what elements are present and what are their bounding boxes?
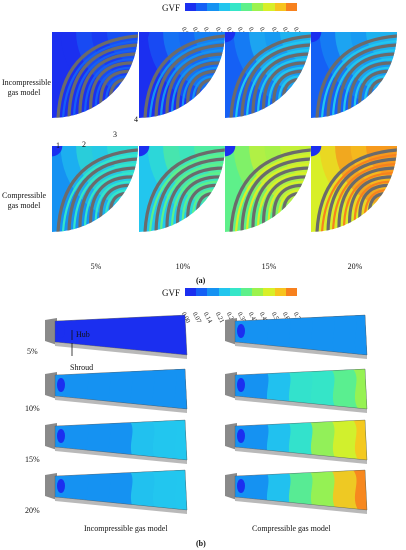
blade-number-4: 4	[134, 115, 138, 124]
caption-a: (a)	[196, 276, 206, 285]
colorbar-segment	[263, 3, 276, 11]
meridional-contour	[45, 314, 188, 359]
colorbar-segment	[241, 288, 253, 296]
percent-label-5: 5%	[90, 262, 102, 271]
legend-b-title: GVF	[162, 288, 181, 298]
legend-b-colorbar	[185, 288, 298, 296]
impeller-contour	[52, 32, 138, 118]
legend-a-colorbar	[185, 3, 298, 11]
colorbar-segment	[263, 288, 276, 296]
colorbar-segment	[218, 288, 231, 296]
colorbar-segment	[229, 3, 242, 11]
impeller-contour-grid	[52, 32, 397, 232]
colorbar-segment	[185, 288, 197, 296]
colorbar-segment	[218, 3, 231, 11]
row-b-label-15: 15%	[25, 455, 40, 464]
blade-number-1: 1	[56, 141, 60, 150]
percent-label-15: 15%	[261, 262, 277, 271]
meridional-contour	[225, 419, 368, 464]
hub-label: Hub	[76, 330, 90, 339]
blade-number-3: 3	[113, 130, 117, 139]
column-label-compressible: Compressible gas model	[252, 524, 331, 533]
meridional-contour	[45, 469, 188, 514]
percent-label-10: 10%	[175, 262, 191, 271]
meridional-contour	[225, 368, 368, 413]
column-label-incompressible: Incompressible gas model	[84, 524, 168, 533]
meridional-contour	[225, 469, 368, 514]
meridional-contour	[225, 314, 368, 359]
colorbar-segment	[185, 3, 197, 11]
row-b-label-10: 10%	[25, 404, 40, 413]
impeller-contour	[139, 146, 225, 232]
caption-b: (b)	[196, 539, 206, 548]
row-b-label-5: 5%	[27, 347, 38, 356]
colorbar-segment	[196, 288, 208, 296]
colorbar-segment	[274, 3, 287, 11]
colorbar-segment	[229, 288, 242, 296]
colorbar-segment	[196, 3, 208, 11]
colorbar-segment	[207, 3, 220, 11]
row-label-incompressible: Incompressible gas model	[2, 78, 51, 97]
impeller-contour	[311, 146, 397, 232]
percent-label-20: 20%	[347, 262, 363, 271]
impeller-contour	[225, 146, 311, 232]
row-label-compressible: Compressible gas model	[2, 191, 46, 210]
colorbar-segment	[241, 3, 253, 11]
row-b-label-20: 20%	[25, 506, 40, 515]
colorbar-segment	[252, 288, 264, 296]
colorbar-segment	[252, 3, 264, 11]
colorbar-segment	[274, 288, 287, 296]
panel-a	[52, 32, 397, 232]
colorbar-segment	[285, 288, 298, 296]
colorbar-segment	[207, 288, 220, 296]
shroud-label: Shroud	[70, 363, 94, 372]
legend-a-title: GVF	[162, 3, 181, 13]
panel-b	[0, 300, 406, 550]
colorbar-segment	[285, 3, 298, 11]
meridional-contour	[45, 419, 188, 464]
blade-number-2: 2	[82, 140, 86, 149]
meridional-contour	[45, 368, 188, 413]
impeller-contour	[311, 32, 397, 118]
meridional-contour-grid	[45, 314, 368, 514]
